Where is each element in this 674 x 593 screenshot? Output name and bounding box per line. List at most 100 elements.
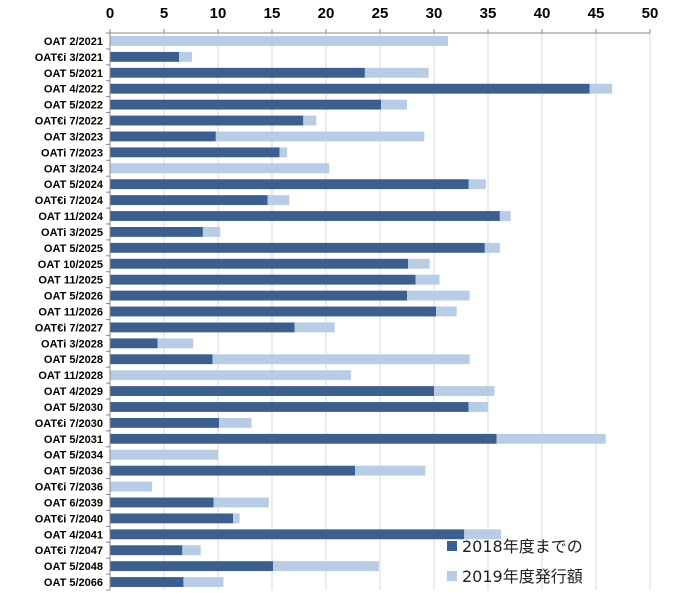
y-category-label: OAT 4/2041 [44,529,103,541]
y-category-label: OAT€i 7/2022 [35,116,103,128]
y-category-label: OAT 5/2025 [44,243,103,255]
bar-segment-series-0 [110,338,158,349]
bars [110,36,613,587]
legend-label: 2019年度発行額 [462,567,583,586]
bar-segment-series-1 [110,370,351,381]
y-category-label: OAT 2/2021 [44,36,103,48]
bar-segment-series-0 [110,115,304,126]
bar-segment-series-1 [408,258,430,269]
bar-segment-series-0 [110,322,295,333]
y-category-label: OAT 11/2026 [38,307,103,319]
bar-segment-series-0 [110,290,407,301]
x-tick-label: 30 [426,5,443,22]
y-category-label: OAT 4/2022 [44,84,103,96]
bar-segment-series-1 [364,67,429,78]
y-category-label: OAT 11/2024 [38,211,103,223]
y-category-label: OAT€i 7/2030 [35,418,103,430]
bar-segment-series-0 [110,561,274,572]
bar-segment-series-1 [415,274,440,285]
bar-segment-series-0 [110,386,434,397]
bar-segment-series-1 [279,147,288,158]
bar-segment-series-0 [110,497,214,508]
bar-segment-series-0 [110,99,382,110]
y-category-label: OAT 5/2022 [44,100,103,112]
y-category-label: OAT€i 3/2021 [35,52,103,64]
legend: 2018年度までの 2019年度発行額 [447,537,583,586]
bar-segment-series-1 [294,322,335,333]
y-category-label: OAT€i 7/2047 [35,545,103,557]
bar-segment-series-0 [110,195,268,206]
bar-segment-series-1 [496,433,606,444]
x-tick-label: 10 [210,5,227,22]
bar-segment-series-0 [110,147,280,158]
legend-swatch [447,571,457,581]
bar-segment-series-0 [110,274,416,285]
bar-segment-series-1 [434,386,495,397]
bar-segment-series-0 [110,51,180,62]
y-category-label: OAT 10/2025 [38,259,103,271]
bar-segment-series-0 [110,513,234,524]
bar-segment-series-1 [464,529,501,540]
bar-segment-series-1 [303,115,317,126]
y-category-label: OAT 4/2029 [44,386,103,398]
bar-segment-series-0 [110,465,356,476]
bar-segment-series-0 [110,67,365,78]
x-axis-ticks: 0 5 10 15 20 25 30 35 40 45 50 [106,5,659,34]
y-category-label: OAT 6/2039 [44,497,103,509]
bar-segment-series-0 [110,306,437,317]
bar-segment-series-0 [110,577,184,587]
bar-segment-series-1 [219,417,252,428]
bar-segment-series-1 [110,449,218,460]
y-category-label: OAT€i 7/2040 [35,513,103,525]
bar-segment-series-1 [355,465,426,476]
y-category-label: OAT 5/2036 [44,466,103,478]
y-category-label: OAT 3/2023 [44,131,103,143]
bar-segment-series-0 [110,402,469,412]
x-tick-label: 40 [534,5,551,22]
y-category-label: OAT 5/2024 [44,179,104,191]
bar-segment-series-1 [202,226,221,237]
bar-segment-series-1 [381,99,407,110]
bar-segment-series-0 [110,131,216,142]
bar-segment-series-0 [110,529,465,540]
x-tick-label: 15 [264,5,281,22]
bar-segment-series-0 [110,83,590,94]
bar-segment-series-1 [110,36,449,46]
y-category-label: OATi 7/2023 [41,147,103,159]
bar-segment-series-1 [407,290,470,301]
y-category-label: OAT 3/2024 [44,163,104,175]
bar-segment-series-0 [110,179,469,190]
y-category-label: OATi 3/2028 [41,338,103,350]
bar-segment-series-0 [110,545,183,556]
bar-segment-series-0 [110,211,500,221]
y-category-label: OAT 5/2028 [44,354,103,366]
y-category-label: OAT 5/2026 [44,291,103,303]
bar-segment-series-1 [215,131,425,142]
x-tick-label: 50 [642,5,659,22]
bar-segment-series-1 [182,545,201,556]
x-tick-label: 20 [318,5,335,22]
x-tick-label: 5 [160,5,168,22]
bar-segment-series-1 [183,577,224,587]
legend-swatch [447,541,457,551]
y-category-label: OAT 5/2066 [44,577,103,589]
x-tick-label: 25 [372,5,389,22]
bar-segment-series-1 [212,354,470,365]
bar-segment-series-1 [273,561,379,572]
y-category-label: OAT€i 7/2024 [35,195,104,207]
y-axis-labels: OAT 2/2021 OAT€i 3/2021 OAT 5/2021 OAT 4/20… [35,36,104,589]
bar-segment-series-1 [213,497,269,508]
y-axis-line [106,32,111,591]
bar-segment-series-1 [484,242,500,253]
y-category-label: OATi 3/2025 [41,227,103,239]
x-tick-label: 0 [106,5,114,22]
bar-segment-series-1 [468,179,486,190]
bar-segment-series-1 [157,338,194,349]
y-category-label: OAT 5/2031 [44,434,103,446]
y-category-label: OAT 11/2025 [38,275,103,287]
y-category-label: OAT 5/2048 [44,561,103,573]
bar-segment-series-1 [436,306,457,317]
bar-segment-series-0 [110,226,203,237]
y-category-label: OAT 5/2030 [44,402,103,414]
